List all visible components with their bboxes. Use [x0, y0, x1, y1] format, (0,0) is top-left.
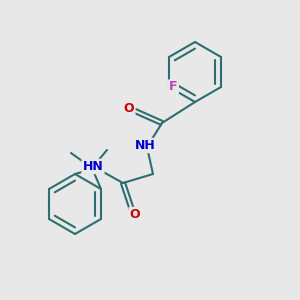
Text: O: O	[130, 208, 140, 221]
Text: O: O	[124, 101, 134, 115]
Text: HN: HN	[82, 160, 103, 173]
Text: NH: NH	[135, 139, 156, 152]
Text: F: F	[169, 80, 178, 94]
